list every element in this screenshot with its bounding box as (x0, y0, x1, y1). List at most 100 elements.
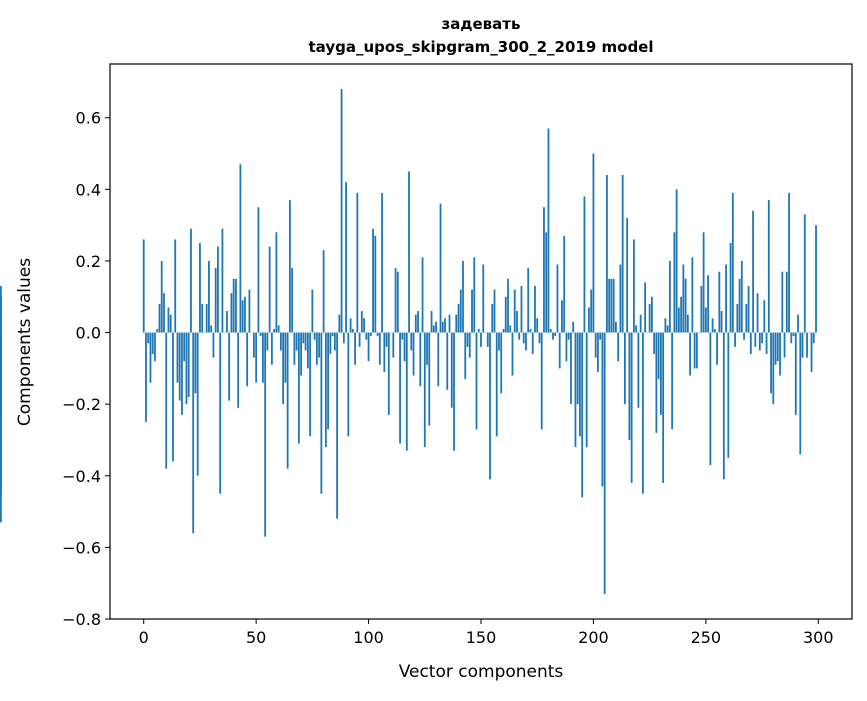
bar-203 (599, 333, 601, 340)
bar-210 (615, 322, 617, 333)
bar-115 (401, 333, 403, 340)
bar-163 (509, 325, 511, 332)
bar-174 (534, 286, 536, 333)
bar-88 (341, 89, 343, 332)
bar-6 (156, 329, 158, 333)
bar-157 (496, 333, 498, 437)
bar-64 (287, 333, 289, 469)
bar-265 (739, 279, 741, 333)
bar-256 (718, 272, 720, 333)
bar-42 (237, 333, 239, 408)
bar-281 (775, 333, 777, 365)
bar-264 (736, 304, 738, 333)
bar-290 (795, 333, 797, 415)
bar-155 (491, 304, 493, 333)
bar-51 (258, 207, 260, 332)
bar-269 (748, 286, 750, 333)
bar-100 (368, 333, 370, 362)
bar-293 (802, 333, 804, 358)
bar-114 (399, 333, 401, 444)
bar-69 (298, 333, 300, 444)
bar-19 (186, 333, 188, 405)
bar-231 (662, 333, 664, 483)
bar-149 (478, 329, 480, 333)
bar-86 (336, 333, 338, 519)
x-tick-label: 100 (353, 628, 384, 647)
bar-41 (235, 279, 237, 333)
bar-178 (543, 207, 545, 332)
bar-142 (462, 261, 464, 333)
bar-123 (419, 333, 421, 387)
bar-248 (700, 286, 702, 333)
bar-29 (208, 261, 210, 333)
chart-title: задевать (442, 15, 521, 33)
bar-299 (815, 225, 817, 332)
bar-245 (694, 333, 696, 369)
bar-292 (799, 333, 801, 455)
bar-220 (637, 333, 639, 408)
bar-200 (593, 154, 595, 333)
bar-134 (444, 318, 446, 332)
bar-250 (705, 307, 707, 332)
bar-74 (309, 333, 311, 437)
bar-5 (154, 333, 156, 362)
bar-227 (653, 333, 655, 354)
x-tick-label: 250 (691, 628, 722, 647)
bar-197 (586, 333, 588, 448)
bar-133 (442, 322, 444, 333)
bar-33 (217, 247, 219, 333)
bar-185 (559, 333, 561, 369)
bar-119 (410, 333, 412, 351)
bar-96 (359, 333, 361, 347)
bar-238 (678, 307, 680, 332)
bar-170 (525, 333, 527, 351)
bar-12 (170, 315, 172, 333)
bar-211 (617, 333, 619, 362)
bar-116 (404, 333, 406, 362)
bar-279 (770, 333, 772, 394)
bar-273 (757, 293, 759, 332)
bar-56 (269, 247, 271, 333)
bar-102 (372, 229, 374, 333)
bar-150 (480, 333, 482, 347)
bar-191 (572, 322, 574, 333)
bar-44 (242, 300, 244, 332)
bar-53 (262, 333, 264, 383)
bar-135 (446, 333, 448, 390)
bar-271 (752, 211, 754, 333)
bar-285 (784, 333, 786, 358)
bar-140 (458, 304, 460, 333)
bar-267 (743, 333, 745, 340)
bar-204 (602, 333, 604, 487)
bar-117 (406, 333, 408, 451)
bar-3 (150, 333, 152, 383)
bar-124 (422, 257, 424, 332)
bar-73 (307, 333, 309, 369)
bar-291 (797, 315, 799, 333)
bar-1 (145, 333, 147, 423)
bar-85 (334, 333, 336, 351)
bar-229 (658, 333, 660, 380)
bar-131 (437, 333, 439, 387)
bar-87 (338, 315, 340, 333)
bar-76 (314, 333, 316, 340)
bar-179 (545, 232, 547, 332)
bar-132 (440, 204, 442, 333)
bar-165 (514, 290, 516, 333)
bar-47 (249, 290, 251, 333)
bar-138 (453, 333, 455, 451)
y-tick-label: −0.4 (62, 467, 101, 486)
bar-288 (790, 333, 792, 344)
bar-43 (240, 164, 242, 332)
bar-294 (804, 214, 806, 332)
bar-164 (512, 333, 514, 376)
bar-130 (435, 322, 437, 333)
bar-101 (370, 333, 372, 337)
bar-59 (275, 232, 277, 332)
bar-298 (813, 333, 815, 344)
bar-35 (222, 229, 224, 333)
x-tick-label: 200 (578, 628, 609, 647)
bar-31 (213, 333, 215, 358)
bar-213 (622, 175, 624, 333)
